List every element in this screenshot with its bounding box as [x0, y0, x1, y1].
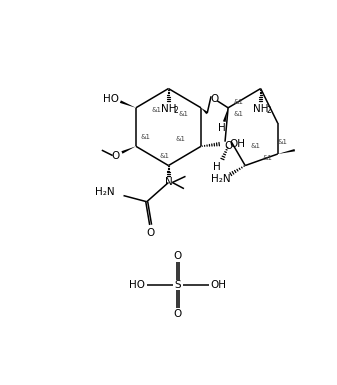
Text: OH: OH	[229, 139, 245, 149]
Text: O: O	[224, 141, 232, 151]
Text: &1: &1	[140, 134, 150, 140]
Text: &1: &1	[152, 107, 162, 113]
Polygon shape	[121, 146, 136, 154]
Text: OH: OH	[210, 280, 226, 290]
Polygon shape	[278, 149, 295, 154]
Text: &1: &1	[250, 143, 260, 149]
Text: HO: HO	[103, 94, 119, 104]
Text: 2: 2	[266, 106, 271, 115]
Text: HO: HO	[129, 280, 146, 290]
Polygon shape	[120, 100, 136, 108]
Text: O: O	[147, 228, 155, 238]
Text: &1: &1	[234, 99, 244, 105]
Text: &1: &1	[277, 139, 287, 145]
Text: 2: 2	[174, 106, 179, 115]
Text: O: O	[174, 309, 182, 319]
Text: H₂N: H₂N	[95, 187, 114, 198]
Text: O: O	[210, 94, 218, 104]
Text: N: N	[164, 177, 172, 187]
Text: &1: &1	[178, 111, 188, 117]
Text: &1: &1	[175, 136, 185, 142]
Text: NH: NH	[161, 104, 176, 114]
Polygon shape	[223, 108, 228, 122]
Text: S: S	[175, 280, 181, 290]
Text: &1: &1	[160, 153, 170, 159]
Text: &1: &1	[263, 155, 273, 161]
Text: H: H	[218, 123, 226, 133]
Text: H: H	[213, 162, 221, 172]
Text: O: O	[112, 151, 120, 161]
Text: H₂N: H₂N	[211, 174, 230, 184]
Text: NH: NH	[253, 104, 269, 114]
Polygon shape	[201, 108, 208, 114]
Text: &1: &1	[234, 111, 244, 117]
Text: O: O	[174, 251, 182, 261]
